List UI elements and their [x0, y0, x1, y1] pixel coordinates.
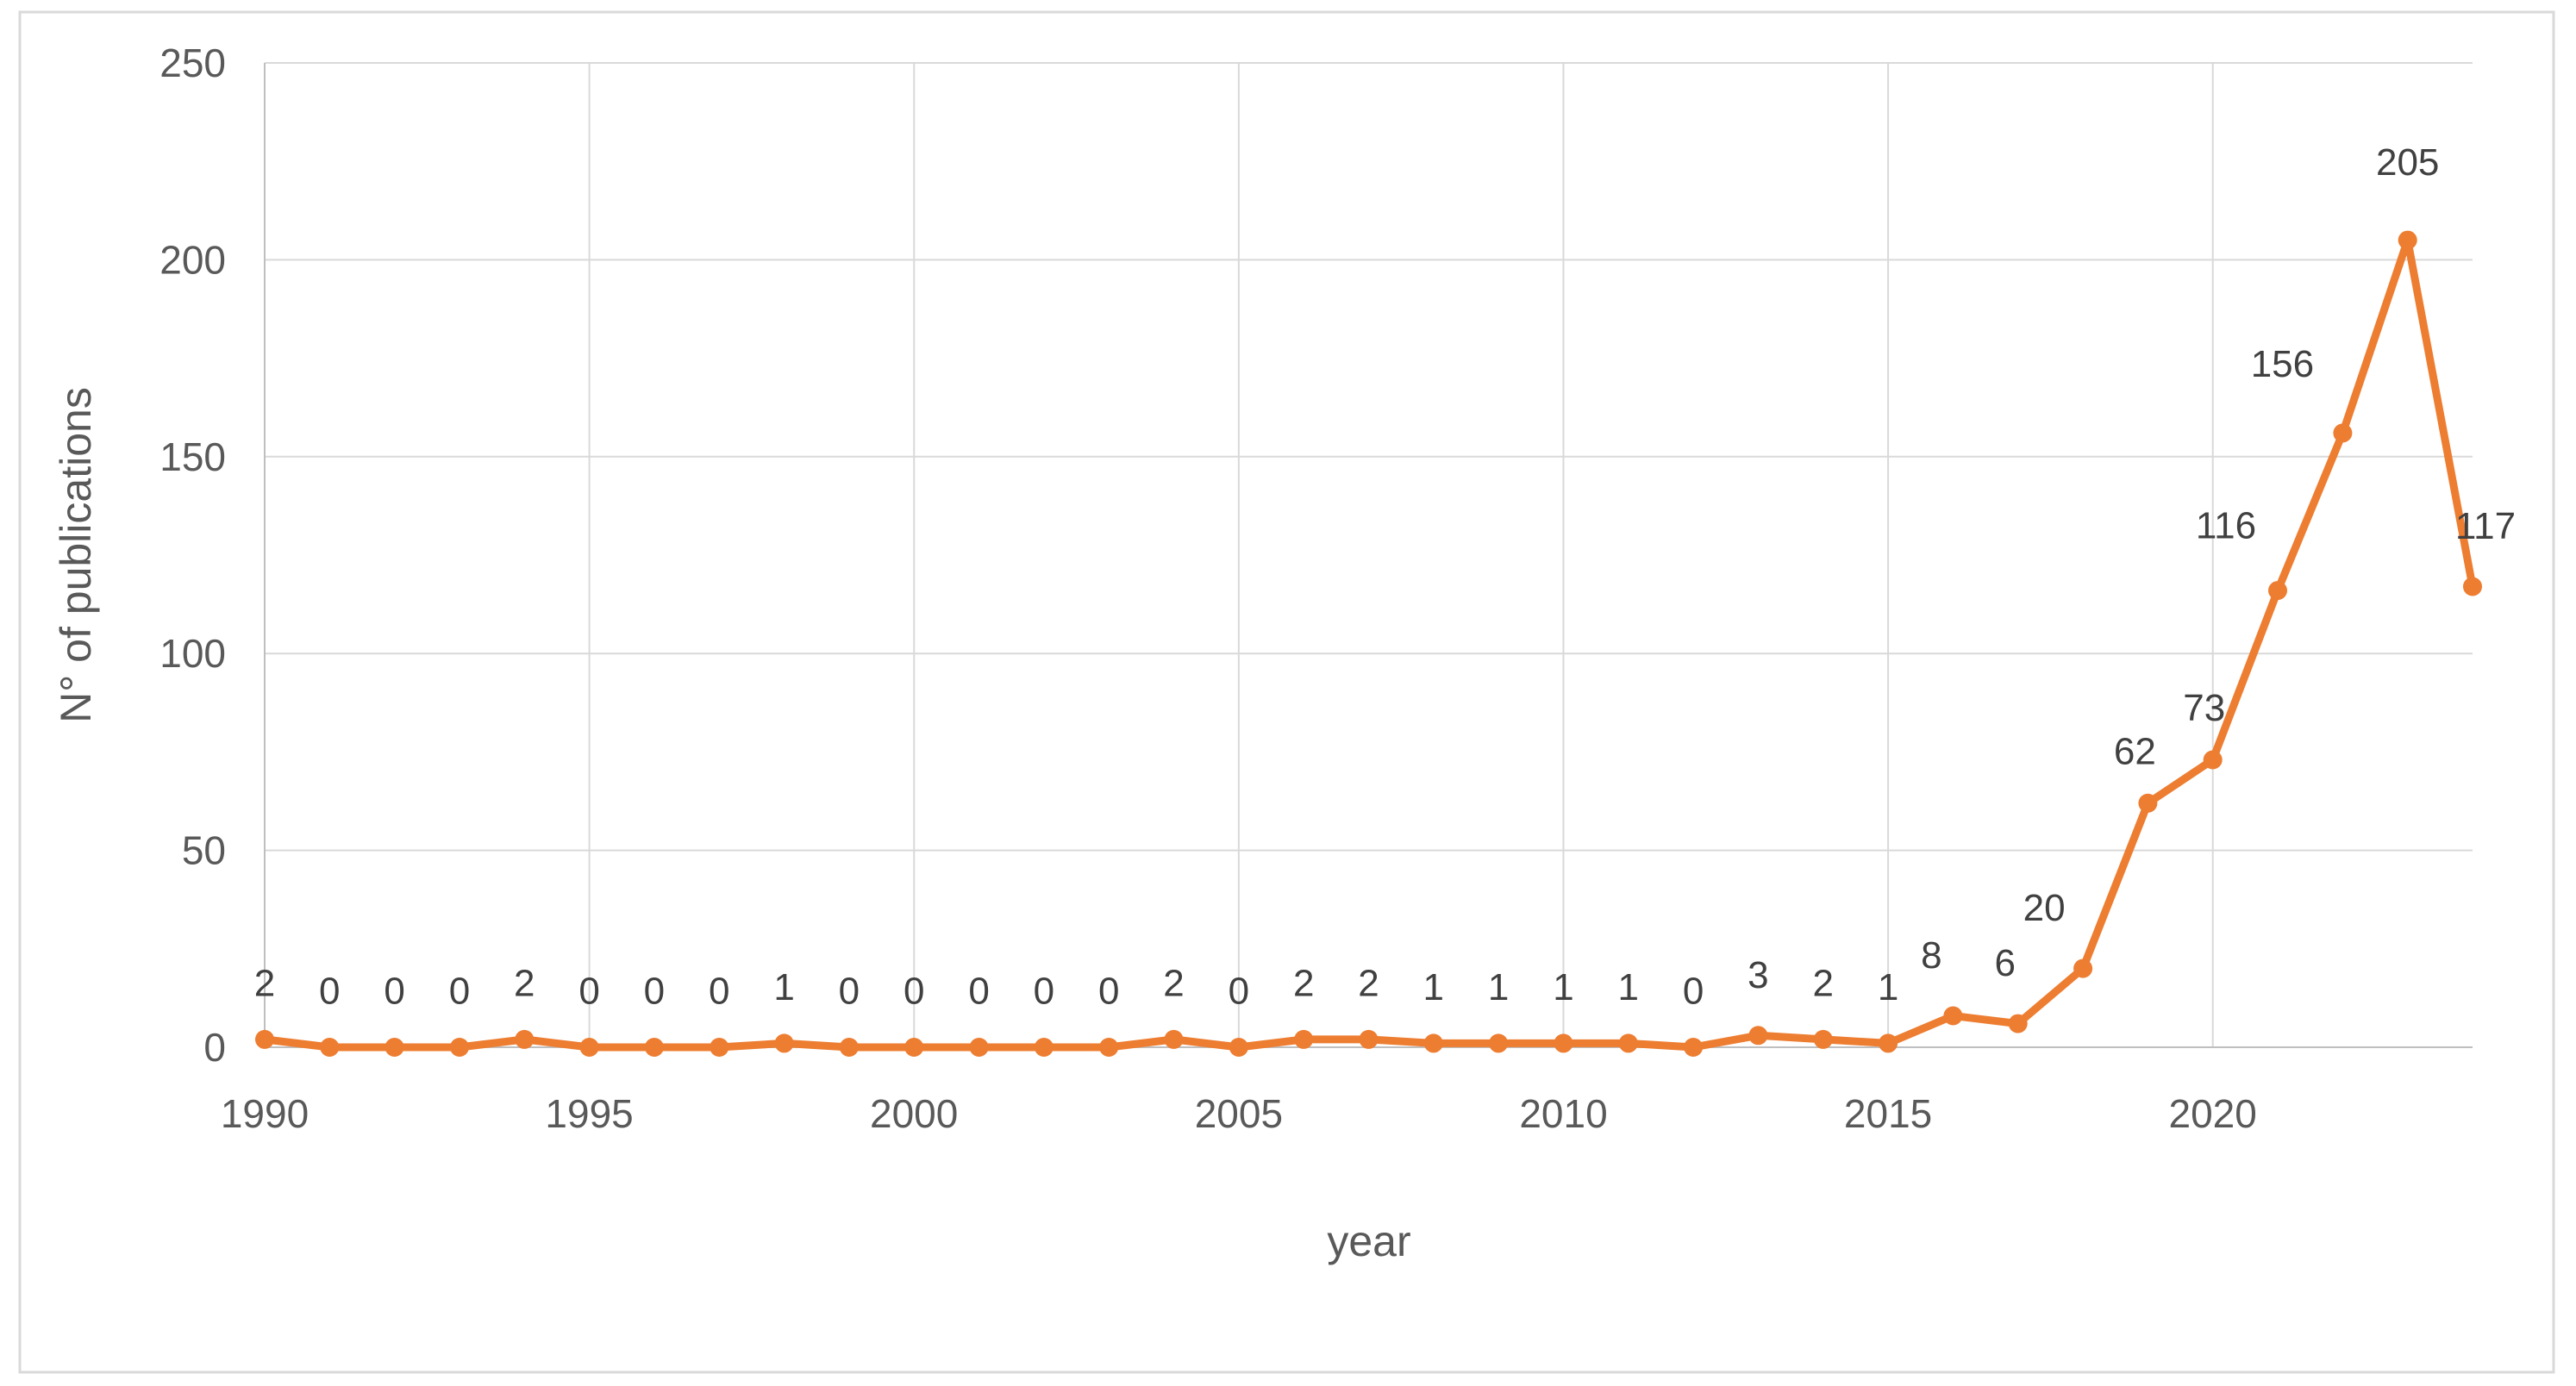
data-label: 6: [1994, 942, 2015, 984]
data-point-marker: [1813, 1029, 1833, 1049]
data-point-marker: [839, 1038, 859, 1057]
x-axis-tick-label: 2020: [2169, 1091, 2257, 1136]
x-axis-tick-label: 1990: [221, 1091, 309, 1136]
data-label: 8: [1921, 934, 1941, 977]
data-label: 0: [384, 971, 404, 1013]
data-point-marker: [1554, 1033, 1573, 1053]
x-axis-tick-label: 2005: [1195, 1091, 1283, 1136]
data-point-marker: [2268, 581, 2287, 601]
data-point-marker: [515, 1029, 535, 1049]
data-labels: 2 0 0 0 2 0 0 0 1 0 0 0 0 0 2 0 2 2 1 1 1 1 0 3 2 18 6206273116156…: [254, 141, 2516, 1012]
data-point-marker: [2333, 423, 2353, 443]
data-label: 0: [449, 971, 470, 1013]
data-point-marker: [1748, 1026, 1768, 1046]
data-point-marker: [579, 1038, 599, 1057]
data-point-marker: [1229, 1038, 1248, 1057]
data-label: 117: [2455, 505, 2516, 547]
x-axis-tick-label: 2000: [870, 1091, 958, 1136]
x-axis-tick-label: 2010: [1519, 1091, 1607, 1136]
data-point-marker: [2008, 1014, 2028, 1033]
data-label: 0: [578, 971, 599, 1013]
data-label: 1: [773, 966, 794, 1008]
data-label: 156: [2251, 343, 2314, 385]
data-point-marker: [2203, 750, 2223, 770]
data-label: 3: [1748, 954, 1768, 996]
data-label: 0: [709, 971, 729, 1013]
data-label: 1: [1553, 966, 1573, 1008]
data-label: 20: [2023, 887, 2066, 929]
data-point-marker: [774, 1033, 794, 1053]
data-label: 2: [1813, 962, 1834, 1004]
data-point-marker: [1423, 1033, 1443, 1053]
data-label: 1: [1878, 966, 1898, 1008]
y-axis-tick-label: 200: [159, 237, 226, 282]
x-axis-tick-label: 2015: [1844, 1091, 1932, 1136]
data-label: 1: [1488, 966, 1509, 1008]
data-point-marker: [255, 1029, 274, 1049]
data-label: 0: [968, 971, 989, 1013]
data-label: 1: [1618, 966, 1639, 1008]
data-point-marker: [904, 1038, 924, 1057]
data-label: 62: [2114, 730, 2156, 772]
data-point-marker: [450, 1038, 469, 1057]
data-point-marker: [1099, 1038, 1119, 1057]
data-label: 0: [1098, 971, 1119, 1013]
y-axis-tick-label: 150: [159, 434, 226, 479]
data-label: 2: [1163, 962, 1184, 1004]
gridlines: [264, 62, 2473, 1048]
data-point-marker: [1489, 1033, 1509, 1053]
data-point-marker: [1943, 1006, 1963, 1026]
data-point-marker: [2398, 230, 2417, 250]
data-point-marker: [1164, 1029, 1184, 1049]
data-label: 2: [1358, 962, 1379, 1004]
data-label: 0: [1229, 971, 1249, 1013]
data-point-marker: [1294, 1029, 1314, 1049]
data-label: 0: [839, 971, 860, 1013]
data-label: 1: [1423, 966, 1444, 1008]
data-label: 0: [644, 971, 665, 1013]
data-point-marker: [1034, 1038, 1054, 1057]
data-point-marker: [969, 1038, 989, 1057]
data-point-marker: [1359, 1029, 1379, 1049]
y-axis-tick-label: 100: [159, 631, 226, 676]
data-point-marker: [2138, 793, 2158, 813]
data-point-marker: [644, 1038, 664, 1057]
data-point-marker: [1879, 1033, 1898, 1053]
data-label: 0: [903, 971, 924, 1013]
y-axis-tick-label: 0: [203, 1025, 226, 1070]
y-axis-title: N° of publications: [52, 387, 100, 723]
chart-border: [18, 10, 2555, 1374]
data-label: 73: [2183, 687, 2225, 729]
data-point-marker: [1618, 1033, 1638, 1053]
data-point-marker: [1684, 1038, 1704, 1057]
data-label: 2: [1293, 962, 1314, 1004]
data-label: 0: [319, 971, 340, 1013]
y-axis-tick-label: 50: [182, 828, 226, 873]
x-axis-title: year: [1327, 1217, 1410, 1265]
data-label: 0: [1683, 971, 1704, 1013]
data-point-marker: [385, 1038, 404, 1057]
data-label: 2: [514, 962, 535, 1004]
data-point-marker: [710, 1038, 729, 1057]
y-axis-tick-label: 250: [159, 41, 226, 85]
x-axis-tick-label: 1995: [545, 1091, 633, 1136]
data-label: 205: [2376, 141, 2439, 184]
data-point-marker: [2073, 958, 2093, 978]
data-label: 116: [2196, 505, 2256, 547]
data-point-marker: [320, 1038, 340, 1057]
data-point-marker: [2463, 577, 2482, 596]
data-point-markers: [255, 230, 2482, 1057]
data-label: 2: [254, 962, 275, 1004]
data-label: 0: [1034, 971, 1054, 1013]
